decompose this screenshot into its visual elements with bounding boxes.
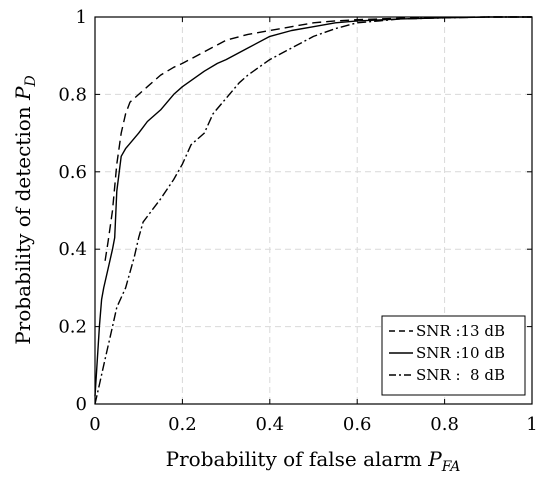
y-axis-label: Probability of detection PD — [11, 75, 39, 344]
y-tick-label: 0.4 — [58, 239, 87, 260]
x-tick-label: 1 — [526, 414, 537, 435]
x-axis-label-text: Probability of false alarm — [166, 447, 422, 471]
x-tick-label: 0 — [89, 414, 100, 435]
plot-series — [94, 16, 532, 405]
x-tick-label: 0.6 — [343, 414, 372, 435]
x-axis-label: Probability of false alarm PFA — [166, 447, 461, 475]
x-axis-label-subscript: FA — [441, 459, 461, 475]
legend-box — [381, 315, 526, 396]
y-axis-label-text: Probability of detection — [11, 106, 35, 344]
y-axis-label-symbol: P — [11, 86, 35, 101]
axis-ticks: 0 0.2 0.4 0.6 0.8 1 0 0.2 0.4 0.6 0.8 1 — [58, 7, 537, 435]
x-tick-label: 0.4 — [255, 414, 284, 435]
series-line-0 — [104, 16, 532, 261]
legend-label-1: SNR :10 dB — [416, 344, 505, 362]
y-tick-label: 0.2 — [58, 317, 87, 338]
y-tick-label: 0.6 — [58, 162, 87, 183]
series-line-1 — [94, 16, 532, 397]
legend-label-0: SNR :13 dB — [416, 322, 505, 340]
y-tick-label: 0.8 — [58, 84, 87, 105]
x-tick-label: 0.8 — [430, 414, 459, 435]
y-axis-label-subscript: D — [23, 75, 39, 87]
series-line-2 — [94, 16, 532, 405]
x-tick-label: 0.2 — [168, 414, 197, 435]
legend-items: SNR :13 dB SNR :10 dB SNR : 8 dB — [389, 322, 505, 384]
legend-label-2: SNR : 8 dB — [416, 366, 505, 384]
x-axis-label-symbol: P — [427, 447, 442, 471]
plot-frame — [94, 16, 533, 405]
y-tick-label: 1 — [76, 7, 87, 28]
legend: SNR :13 dB SNR :10 dB SNR : 8 dB — [381, 315, 526, 396]
y-tick-label: 0 — [76, 394, 87, 415]
